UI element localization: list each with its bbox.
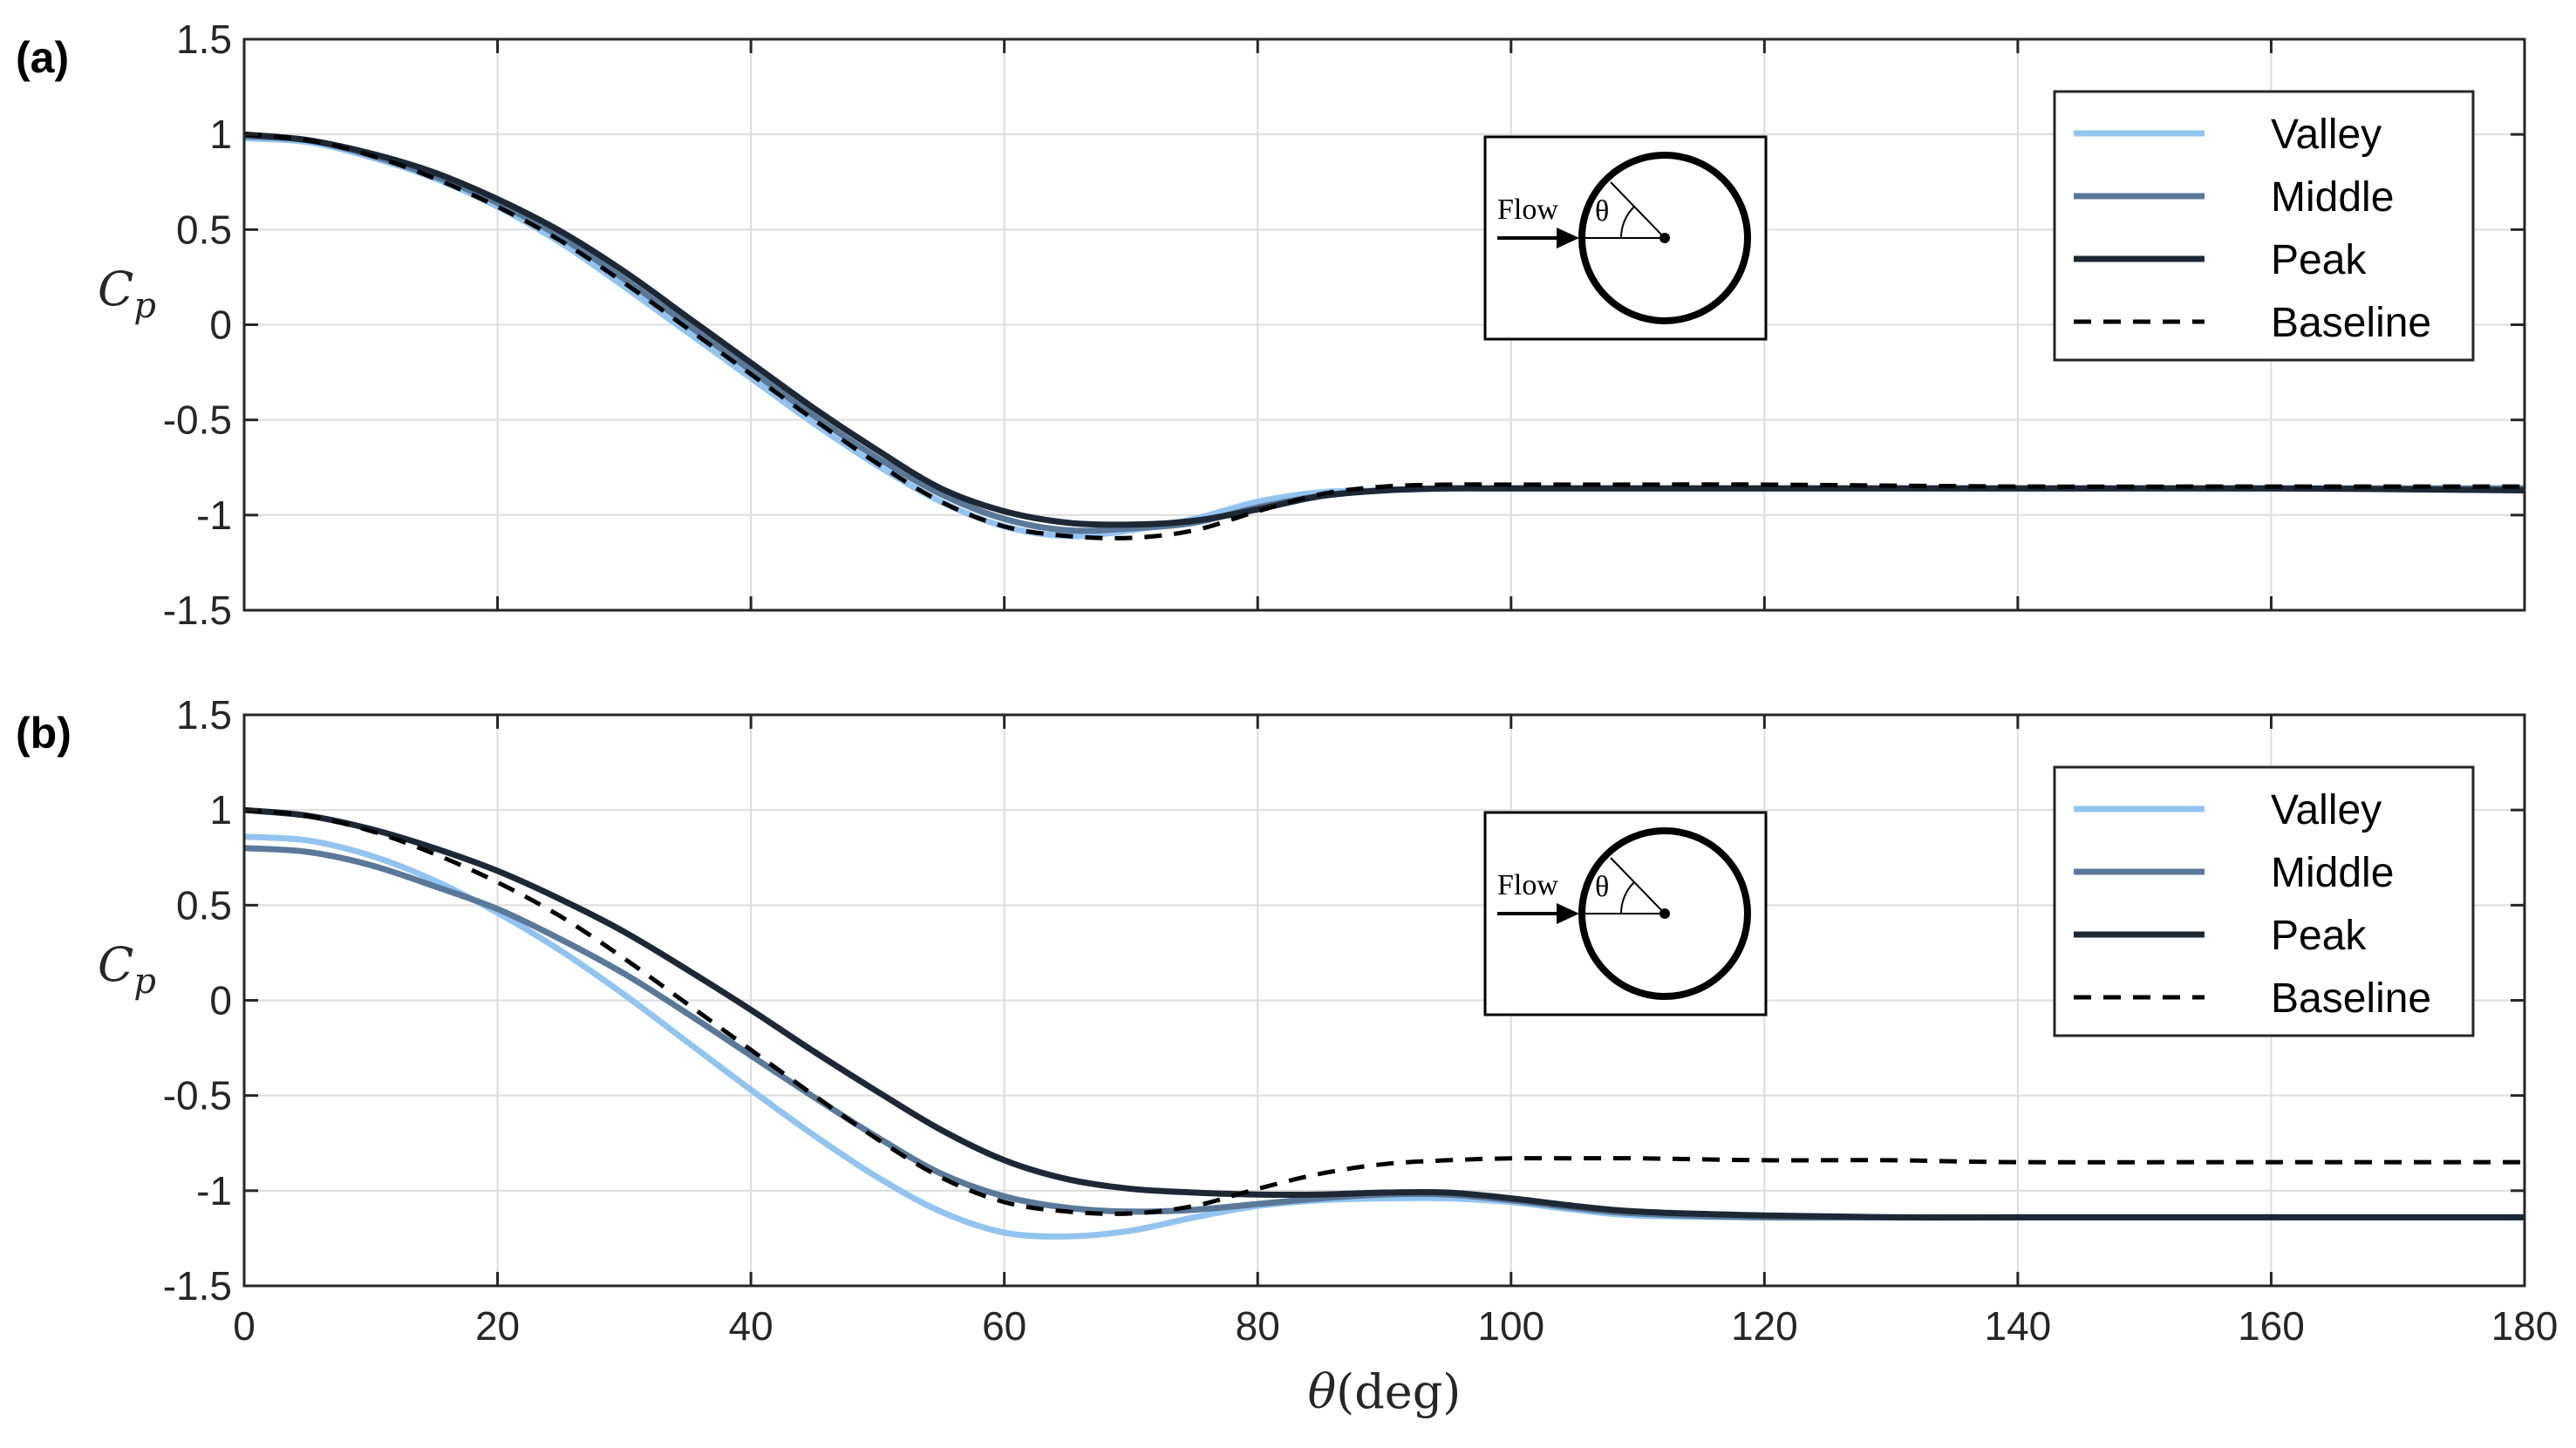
flow-label: Flow (1497, 869, 1558, 901)
legend-label-valley: Valley (2271, 112, 2382, 158)
angle-label: θ (1595, 195, 1609, 228)
x-tick-label: 20 (475, 1303, 520, 1349)
series-line-peak (243, 806, 2525, 1221)
legend: Valley Middle Peak Baseline (2053, 90, 2475, 362)
y-tick-label: -0.5 (163, 1073, 232, 1118)
x-tick-label: 60 (982, 1303, 1026, 1349)
y-axis-label: Cp (98, 937, 156, 1002)
series-group (243, 131, 2525, 540)
x-tick-label: 180 (2491, 1303, 2559, 1349)
panel-a: -1.5 -1 -0.5 0 0.5 1 1.5 (a) Cp θ Flow Valley Middle… (16, 17, 2526, 633)
x-tick-label: 0 (233, 1303, 256, 1349)
legend-label-middle: Middle (2271, 174, 2394, 221)
legend-label-baseline: Baseline (2271, 300, 2431, 346)
x-tick-label: 140 (1985, 1303, 2052, 1349)
y-tick-label: 0.5 (176, 207, 232, 252)
ticks: -1.5 -1 -0.5 0 0.5 1 1.5 0 20 40 60 80 100 120 140 160 1… (163, 692, 2559, 1349)
y-axis-label: Cp (98, 262, 156, 326)
legend-label-peak: Peak (2271, 913, 2367, 959)
y-tick-label: 1.5 (176, 692, 232, 738)
panel-label: (a) (16, 33, 69, 82)
flow-label: Flow (1497, 194, 1558, 226)
legend-label-valley: Valley (2271, 787, 2382, 833)
legend-label-baseline: Baseline (2271, 976, 2431, 1022)
x-tick-label: 80 (1236, 1303, 1280, 1349)
y-tick-label: -0.5 (163, 398, 232, 443)
flow-arrow-icon (1557, 228, 1579, 248)
series-line-baseline (243, 807, 2525, 1216)
y-tick-label: -1 (196, 493, 232, 538)
inset-schematic: θ Flow (1483, 811, 1768, 1016)
x-axis-label: θ(deg) (1308, 1364, 1462, 1419)
y-tick-label: -1.5 (163, 588, 232, 633)
x-tick-label: 40 (729, 1303, 773, 1349)
panel-label: (b) (16, 709, 72, 758)
inset-schematic: θ Flow (1483, 135, 1768, 341)
y-tick-label: 0 (209, 303, 232, 348)
angle-label: θ (1595, 871, 1609, 903)
x-tick-label: 160 (2238, 1303, 2305, 1349)
y-tick-label: 1 (209, 112, 232, 157)
y-tick-label: 0.5 (176, 882, 232, 928)
x-tick-label: 120 (1731, 1303, 1798, 1349)
y-tick-label: 0 (209, 978, 232, 1023)
y-tick-label: 1.5 (176, 17, 232, 62)
angle-arc (1619, 206, 1635, 239)
series-group (243, 806, 2525, 1240)
panel-b: -1.5 -1 -0.5 0 0.5 1 1.5 0 20 40 60 80 100 120 140 160 1… (16, 692, 2558, 1419)
y-tick-label: -1.5 (163, 1263, 232, 1309)
legend: Valley Middle Peak Baseline (2053, 765, 2475, 1037)
legend-label-peak: Peak (2271, 237, 2367, 283)
x-tick-label: 100 (1477, 1303, 1544, 1349)
y-tick-label: -1 (196, 1168, 232, 1213)
series-line-peak (243, 131, 2525, 528)
angle-arc (1619, 881, 1635, 914)
angle-line (1610, 181, 1666, 239)
legend-label-middle: Middle (2271, 850, 2394, 896)
flow-arrow-icon (1557, 903, 1579, 924)
angle-line (1610, 857, 1666, 914)
y-tick-label: 1 (209, 787, 232, 833)
ticks: -1.5 -1 -0.5 0 0.5 1 1.5 (163, 17, 2526, 633)
series-line-baseline (243, 132, 2525, 540)
